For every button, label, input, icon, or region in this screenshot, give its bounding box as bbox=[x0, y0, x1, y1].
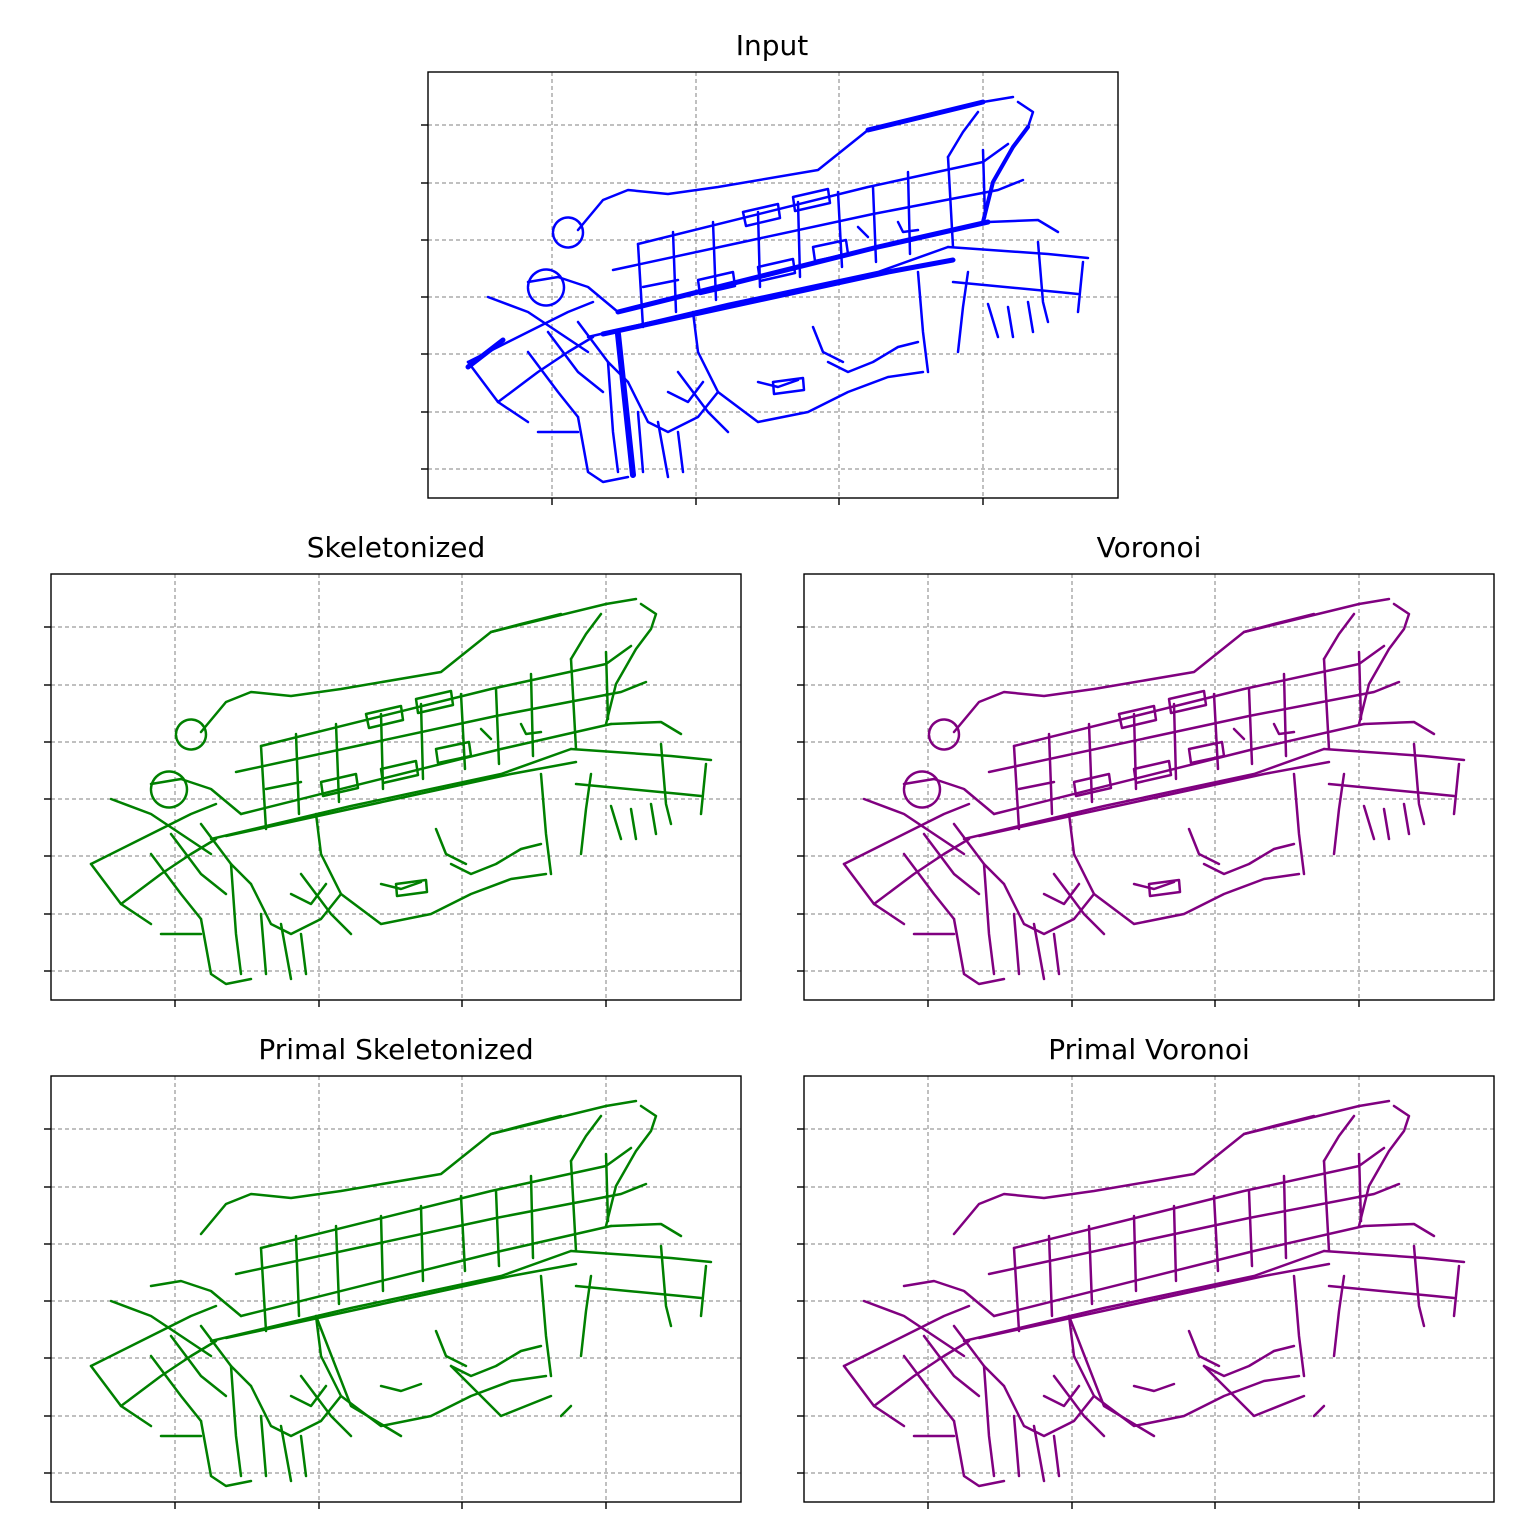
street-network bbox=[89, 597, 713, 986]
grid-lines bbox=[51, 574, 741, 1000]
axis-ticks bbox=[44, 1128, 607, 1509]
panel-primal-skeletonized: Primal Skeletonized bbox=[44, 1033, 742, 1509]
grid-lines bbox=[428, 72, 1118, 498]
street-network bbox=[89, 1099, 713, 1488]
grid-lines bbox=[804, 574, 1494, 1000]
panel-title: Primal Skeletonized bbox=[258, 1033, 533, 1066]
panel-skeletonized: Skeletonized bbox=[44, 531, 742, 1007]
panel-input: Input bbox=[421, 29, 1119, 505]
axis-ticks bbox=[421, 124, 984, 505]
axes-frame bbox=[50, 1075, 742, 1503]
panel-title: Primal Voronoi bbox=[1048, 1033, 1250, 1066]
panel-voronoi: Voronoi bbox=[797, 531, 1495, 1007]
axis-ticks bbox=[797, 626, 1360, 1007]
axes-frame bbox=[803, 573, 1495, 1001]
axes-frame bbox=[50, 573, 742, 1001]
street-network bbox=[465, 95, 1090, 484]
panel-title: Voronoi bbox=[1097, 531, 1202, 564]
grid-lines bbox=[51, 1076, 741, 1502]
axes-frame bbox=[427, 71, 1119, 499]
street-network bbox=[842, 1099, 1466, 1488]
panel-title: Input bbox=[736, 29, 809, 62]
panel-title: Skeletonized bbox=[307, 531, 486, 564]
axis-ticks bbox=[797, 1128, 1360, 1509]
grid-lines bbox=[804, 1076, 1494, 1502]
street-network bbox=[842, 597, 1466, 986]
axes-frame bbox=[803, 1075, 1495, 1503]
axis-ticks bbox=[44, 626, 607, 1007]
panel-primal-voronoi: Primal Voronoi bbox=[797, 1033, 1495, 1509]
